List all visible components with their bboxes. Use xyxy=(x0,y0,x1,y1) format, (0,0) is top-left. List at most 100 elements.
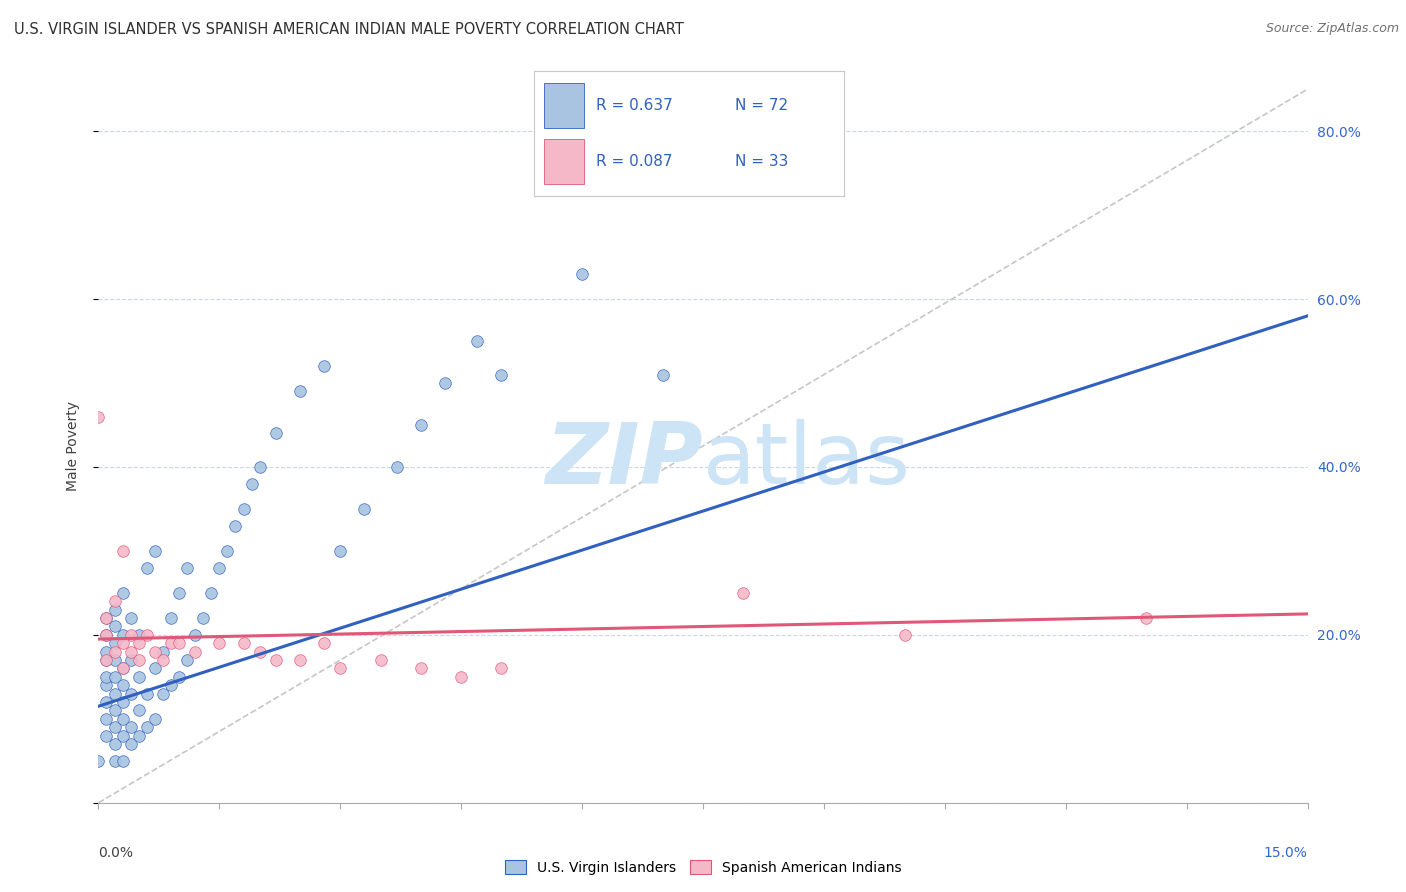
Point xyxy=(217,544,239,558)
Point xyxy=(111,661,134,675)
Point xyxy=(120,687,142,701)
Point xyxy=(465,334,488,348)
Bar xyxy=(544,83,583,128)
Point xyxy=(96,645,118,659)
Point xyxy=(120,653,142,667)
Text: U.S. VIRGIN ISLANDER VS SPANISH AMERICAN INDIAN MALE POVERTY CORRELATION CHART: U.S. VIRGIN ISLANDER VS SPANISH AMERICAN… xyxy=(14,22,683,37)
Point xyxy=(152,687,174,701)
Point xyxy=(111,628,134,642)
Point xyxy=(128,729,150,743)
Point xyxy=(103,594,125,608)
Point xyxy=(135,628,157,642)
Point xyxy=(249,460,271,475)
Text: R = 0.637: R = 0.637 xyxy=(596,97,673,112)
Point xyxy=(329,661,352,675)
Point xyxy=(264,426,287,441)
Point xyxy=(353,502,375,516)
Text: R = 0.087: R = 0.087 xyxy=(596,153,672,169)
Point xyxy=(111,712,134,726)
Point xyxy=(103,687,125,701)
Point xyxy=(120,611,142,625)
Point xyxy=(208,560,231,574)
Point xyxy=(96,712,118,726)
Point xyxy=(288,384,311,399)
Text: Source: ZipAtlas.com: Source: ZipAtlas.com xyxy=(1265,22,1399,36)
Point xyxy=(143,712,166,726)
Point xyxy=(176,560,198,574)
Point xyxy=(143,544,166,558)
Point xyxy=(135,720,157,734)
Point xyxy=(434,376,457,390)
Point xyxy=(120,628,142,642)
Point xyxy=(491,661,513,675)
Text: N = 72: N = 72 xyxy=(735,97,789,112)
Point xyxy=(143,645,166,659)
Point xyxy=(87,754,110,768)
Point xyxy=(111,678,134,692)
Text: N = 33: N = 33 xyxy=(735,153,789,169)
Point xyxy=(96,729,118,743)
Point xyxy=(120,720,142,734)
Point xyxy=(1135,611,1157,625)
Point xyxy=(103,703,125,717)
Point xyxy=(103,619,125,633)
Point xyxy=(152,645,174,659)
Point xyxy=(176,653,198,667)
Point xyxy=(87,409,110,424)
Point xyxy=(96,628,118,642)
Point xyxy=(240,476,263,491)
Point xyxy=(329,544,352,558)
Point xyxy=(893,628,915,642)
Point xyxy=(103,737,125,751)
Point xyxy=(264,653,287,667)
Point xyxy=(128,636,150,650)
Point xyxy=(167,586,190,600)
Point xyxy=(409,661,432,675)
Point xyxy=(288,653,311,667)
Point xyxy=(208,636,231,650)
Point xyxy=(96,611,118,625)
Point xyxy=(370,653,392,667)
Point xyxy=(135,687,157,701)
Bar xyxy=(544,139,583,184)
Point xyxy=(128,653,150,667)
Point xyxy=(314,359,336,374)
Point xyxy=(314,636,336,650)
Point xyxy=(167,670,190,684)
Point xyxy=(167,636,190,650)
Point xyxy=(651,368,673,382)
Text: atlas: atlas xyxy=(703,418,911,502)
Point xyxy=(135,560,157,574)
Point xyxy=(96,653,118,667)
Point xyxy=(733,586,755,600)
Point xyxy=(450,670,472,684)
Point xyxy=(184,645,207,659)
Point xyxy=(409,417,432,432)
Point xyxy=(96,670,118,684)
Point xyxy=(232,502,254,516)
Point xyxy=(224,518,246,533)
Point xyxy=(571,267,593,281)
Point xyxy=(160,611,183,625)
Point xyxy=(232,636,254,650)
Point xyxy=(152,653,174,667)
Point xyxy=(143,661,166,675)
Point xyxy=(200,586,222,600)
Point xyxy=(96,678,118,692)
Point xyxy=(128,628,150,642)
Point xyxy=(249,645,271,659)
Point xyxy=(193,611,215,625)
Point xyxy=(111,661,134,675)
Point xyxy=(120,645,142,659)
Point xyxy=(103,720,125,734)
Point xyxy=(103,645,125,659)
Point xyxy=(111,586,134,600)
Point xyxy=(96,653,118,667)
Point xyxy=(111,754,134,768)
Text: ZIP: ZIP xyxy=(546,418,703,502)
Point xyxy=(111,729,134,743)
Point xyxy=(128,670,150,684)
Point xyxy=(96,628,118,642)
Point xyxy=(103,670,125,684)
Point xyxy=(96,611,118,625)
